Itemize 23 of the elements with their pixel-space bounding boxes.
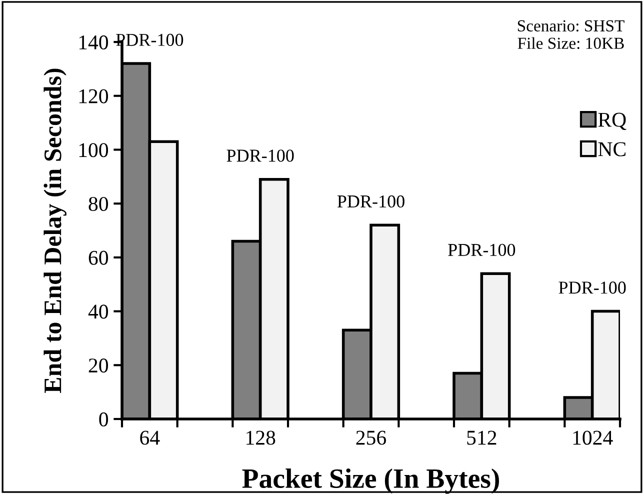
- x-tick-label: 1024: [573, 430, 613, 445]
- x-tick-label: 512: [467, 430, 496, 445]
- annotation: PDR-100: [337, 195, 404, 208]
- y-tick-label: 20: [88, 358, 108, 373]
- annotation: Scenario: SHST File Size: 10KB: [518, 20, 624, 49]
- y-tick-label: 60: [88, 250, 108, 265]
- annotation: PDR-100: [448, 244, 516, 256]
- legend-label: RQ: [598, 112, 626, 130]
- legend-label: NC: [598, 142, 626, 156]
- y-tick-label: 100: [79, 143, 108, 158]
- x-tick-label: 128: [246, 430, 276, 445]
- annotation: PDR-100: [116, 34, 184, 46]
- y-tick-label: 140: [79, 35, 108, 50]
- x-tick-label: 64: [140, 430, 160, 445]
- x-tick-label: 256: [356, 430, 386, 445]
- y-axis-title: End to End Delay (in Seconds): [44, 68, 66, 393]
- y-tick-label: 40: [88, 304, 108, 319]
- x-axis-title: Packet Size (In Bytes): [242, 468, 499, 494]
- y-tick-label: 80: [88, 196, 108, 212]
- y-tick-label: 0: [99, 412, 108, 426]
- y-tick-label: 120: [79, 89, 108, 104]
- annotation: PDR-100: [226, 150, 294, 162]
- annotation: PDR-100: [558, 282, 626, 294]
